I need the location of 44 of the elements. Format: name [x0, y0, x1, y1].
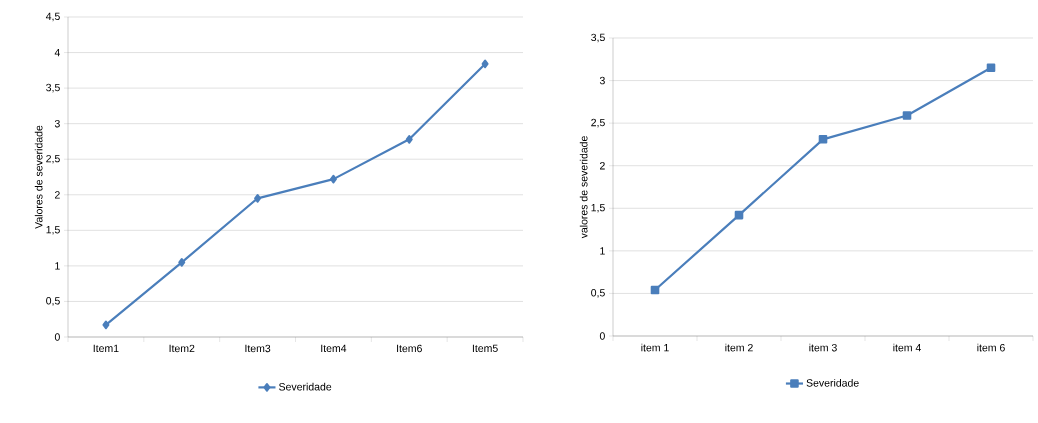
x-tick-label: item 2 — [725, 343, 753, 352]
point — [650, 285, 660, 295]
y-tick-label: 1 — [55, 262, 60, 270]
x-tick-label: Item1 — [93, 344, 119, 353]
point — [986, 63, 996, 73]
y-tick-label: 3,5 — [46, 83, 60, 93]
y-tick-label: 0 — [54, 333, 60, 341]
y-tick-label: 3,5 — [591, 33, 605, 43]
y-tick-label: 4,5 — [45, 12, 60, 22]
y-tick-label: 0,5 — [591, 289, 605, 298]
y-tick-label: 2 — [55, 191, 60, 199]
point — [734, 210, 744, 220]
y-axis-title: valores de severidade — [579, 136, 588, 239]
x-tick-label: Item3 — [245, 344, 271, 353]
x-tick-label: Item2 — [169, 344, 195, 353]
point — [329, 174, 337, 184]
x-tick-label: Item6 — [397, 344, 422, 353]
x-tick-label: item 1 — [641, 343, 669, 352]
y-tick-label: 2,5 — [46, 154, 60, 164]
y-tick-label: 3 — [599, 76, 605, 85]
y-tick-label: 1,5 — [591, 204, 605, 213]
x-tick-label: Item5 — [472, 344, 498, 353]
point — [818, 135, 828, 144]
legend-label: Severidade — [806, 378, 859, 387]
y-tick-label: 1,5 — [46, 226, 60, 235]
x-tick-label: Item4 — [321, 344, 347, 353]
y-tick-label: 4 — [54, 48, 60, 57]
point — [102, 320, 110, 330]
legend-label: Severidade — [279, 382, 332, 391]
y-tick-label: 0,5 — [46, 297, 60, 306]
y-tick-label: 0 — [599, 332, 605, 340]
point — [405, 135, 413, 144]
point — [254, 194, 262, 203]
x-tick-label: item 3 — [809, 343, 837, 352]
point — [178, 258, 186, 267]
y-tick-label: 1 — [600, 247, 605, 255]
x-tick-label: item 6 — [977, 343, 1005, 352]
y-tick-label: 2,5 — [591, 118, 605, 128]
y-tick-label: 2 — [600, 162, 605, 170]
x-tick-label: item 4 — [893, 343, 921, 352]
y-tick-label: 3 — [54, 119, 60, 128]
y-axis-title: Valores de severidade — [34, 125, 43, 229]
point — [481, 59, 489, 69]
point — [902, 111, 912, 120]
